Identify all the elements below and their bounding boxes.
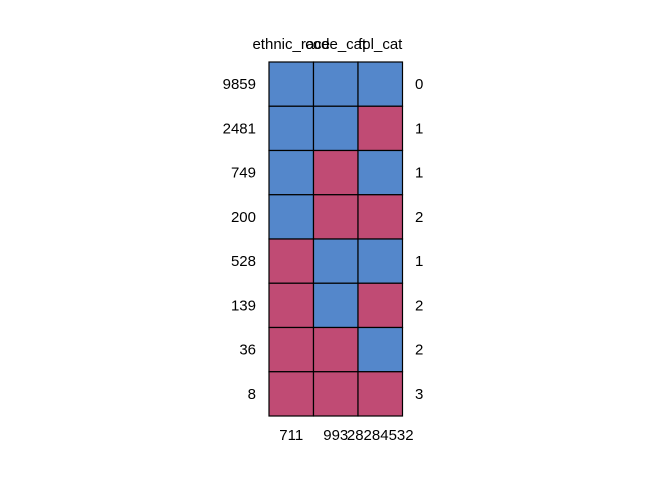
row-count-labels: 9859 2481 749 200 528 139 36 8	[223, 76, 256, 403]
row-count-label-0: 9859	[223, 76, 256, 93]
pattern-cell-r7-c2	[357, 371, 404, 417]
row-count-label-6: 36	[239, 342, 256, 359]
pattern-cell-r4-c1	[312, 238, 359, 284]
row-missing-count-label-6: 2	[415, 342, 423, 359]
row-missing-count-label-3: 2	[415, 209, 423, 226]
row-missing-count-label-2: 1	[415, 165, 423, 182]
row-missing-count-label-1: 1	[415, 120, 423, 137]
pattern-cell-r3-c0	[268, 194, 315, 240]
pattern-cell-r2-c2	[357, 149, 404, 196]
pattern-cell-r1-c0	[268, 105, 315, 152]
pattern-cell-r4-c2	[357, 238, 404, 284]
pattern-cell-r3-c2	[357, 194, 404, 240]
pattern-cell-r6-c0	[268, 326, 315, 373]
pattern-cell-r2-c0	[268, 149, 315, 196]
variable-label-2: fpl_cat	[358, 36, 403, 53]
row-count-label-3: 200	[231, 209, 256, 226]
pattern-cell-r0-c1	[312, 61, 359, 107]
pattern-cell-r5-c2	[357, 282, 404, 329]
pattern-cell-r7-c0	[268, 371, 315, 417]
pattern-cell-r7-c1	[312, 371, 359, 417]
column-missing-total-label-0: 711	[279, 427, 303, 444]
pattern-cell-r1-c1	[312, 105, 359, 152]
row-count-label-7: 8	[248, 386, 256, 403]
pattern-cell-r1-c2	[357, 105, 404, 152]
variable-label-0: ethnic_race	[252, 36, 330, 53]
pattern-cell-r6-c1	[312, 326, 359, 373]
row-missing-count-label-0: 0	[415, 76, 423, 93]
pattern-cell-r0-c2	[357, 61, 404, 107]
row-missing-count-label-5: 2	[415, 297, 423, 314]
pattern-cell-r0-c0	[268, 61, 315, 107]
variable-label-1: code_cat	[305, 36, 367, 53]
row-count-label-5: 139	[231, 297, 256, 314]
column-missing-total-label-1: 993	[323, 427, 348, 444]
row-count-label-4: 528	[231, 253, 256, 270]
row-missing-count-label-4: 1	[415, 253, 423, 270]
pattern-cell-r5-c0	[268, 282, 315, 329]
pattern-cell-r2-c1	[312, 149, 359, 196]
pattern-cell-r6-c2	[357, 326, 404, 373]
pattern-cell-r4-c0	[268, 238, 315, 284]
row-missing-count-labels: 0 1 1 2 1 2 2 3	[415, 76, 423, 403]
row-missing-count-label-7: 3	[415, 386, 423, 403]
pattern-cell-r5-c1	[312, 282, 359, 329]
column-missing-total-label-2: 28284532	[347, 427, 414, 444]
pattern-cells	[268, 61, 404, 417]
row-count-label-2: 749	[231, 165, 256, 182]
pattern-cell-r3-c1	[312, 194, 359, 240]
row-count-label-1: 2481	[223, 120, 256, 137]
